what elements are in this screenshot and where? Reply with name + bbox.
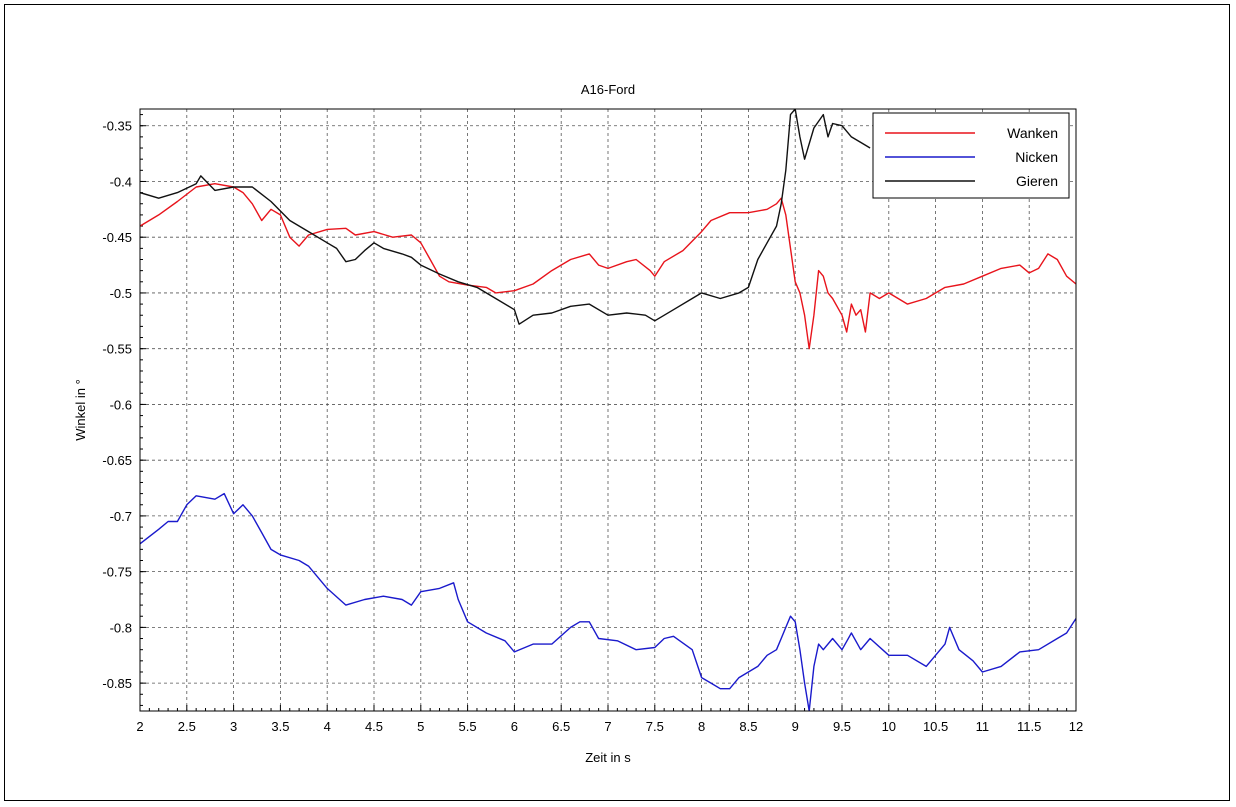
- legend-label-wanken: Wanken: [1007, 125, 1058, 141]
- y-axis-title: Winkel in °: [73, 379, 88, 441]
- x-tick-label: 5: [417, 719, 424, 734]
- x-tick-label: 7.5: [646, 719, 664, 734]
- x-tick-label: 11: [976, 719, 990, 734]
- x-tick-label: 9.5: [833, 719, 851, 734]
- y-tick-label: -0.6: [110, 397, 132, 412]
- chart-title: A16-Ford: [581, 82, 635, 97]
- x-axis-title: Zeit in s: [585, 750, 631, 765]
- x-tick-label: 6.5: [552, 719, 570, 734]
- y-tick-label: -0.75: [102, 565, 132, 580]
- x-tick-label: 2.5: [178, 719, 196, 734]
- y-tick-label: -0.85: [102, 676, 132, 691]
- y-tick-label: -0.8: [110, 620, 132, 635]
- ticks: 2 2.5 3 3.5 4 4.5 5 5.5 6 6.5 7 7.5 8 8.5 9 9.5 10 10.5 11…: [102, 114, 1083, 734]
- x-tick-label: 6: [511, 719, 518, 734]
- y-tick-label: -0.65: [102, 453, 132, 468]
- y-tick-label: -0.45: [102, 230, 132, 245]
- x-tick-label: 4.5: [365, 719, 383, 734]
- x-tick-label: 5.5: [459, 719, 477, 734]
- legend-label-nicken: Nicken: [1015, 149, 1058, 165]
- series-lines: [140, 109, 1076, 711]
- legend: Wanken Nicken Gieren: [872, 112, 1070, 199]
- x-tick-label: 12: [1069, 719, 1083, 734]
- x-tick-label: 3: [230, 719, 237, 734]
- x-tick-label: 10: [882, 719, 896, 734]
- y-tick-label: -0.5: [110, 286, 132, 301]
- x-tick-label: 3.5: [271, 719, 289, 734]
- x-tick-label: 9: [792, 719, 799, 734]
- x-tick-label: 2: [136, 719, 143, 734]
- y-tick-label: -0.35: [102, 119, 132, 134]
- y-tick-label: -0.7: [110, 509, 132, 524]
- x-tick-label: 4: [324, 719, 331, 734]
- x-tick-label: 11.5: [1017, 719, 1041, 734]
- series-line-gieren: [140, 109, 871, 325]
- legend-label-gieren: Gieren: [1016, 173, 1058, 189]
- grid: [140, 109, 1076, 711]
- x-tick-label: 10.5: [923, 719, 948, 734]
- x-tick-label: 8.5: [739, 719, 757, 734]
- x-tick-label: 8: [698, 719, 705, 734]
- y-tick-label: -0.55: [102, 342, 132, 357]
- series-line-nicken: [140, 492, 1076, 711]
- x-tick-label: 7: [604, 719, 611, 734]
- plot-area-border: [139, 108, 1077, 712]
- y-tick-label: -0.4: [110, 174, 132, 189]
- legend-box: [872, 112, 1070, 199]
